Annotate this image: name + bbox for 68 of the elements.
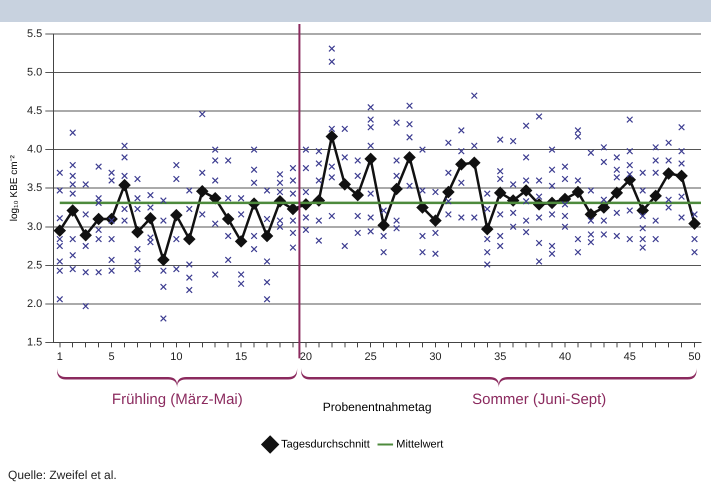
point [118,179,130,191]
point [339,178,351,190]
x-tick-label: 50 [688,351,701,364]
x-tick-label: 5 [108,351,115,364]
x-tick-label: 40 [558,351,572,364]
point [222,213,234,225]
point [636,204,648,216]
y-tick-label: 2.5 [26,259,42,272]
y-tick-label: 4.5 [26,105,42,118]
point [585,208,597,220]
point [184,233,196,245]
point [364,153,376,165]
y-tick-label: 3.5 [26,182,42,194]
point [352,189,364,201]
y-tick-label: 5.5 [26,28,42,40]
x-tick-label: 25 [364,351,377,364]
point [520,184,532,196]
text: Frühling (März-Mai) [110,391,244,408]
point [92,213,104,225]
point [209,192,221,204]
y-axis-title: log₁₀ KBE cm⁻² [8,154,20,222]
x-tick-label: 30 [429,351,442,364]
point [482,223,494,235]
point [572,186,584,198]
x-tick-label: 10 [170,351,182,364]
y-tick-label: 5.0 [26,66,42,79]
point [650,190,662,202]
x-tick-label: 35 [494,351,506,364]
point [404,152,416,164]
point [66,204,78,216]
legend-label: Mittelwert [396,438,444,451]
point [494,187,506,199]
text: Sommer (Juni-Sept) [472,391,606,408]
x-tick-label: 45 [624,351,636,364]
point [416,202,428,214]
x-tick-label: 1 [56,351,63,364]
point [624,174,636,186]
point [676,170,688,182]
point [430,214,442,226]
x-tick-label: 20 [300,351,312,364]
point [158,254,170,266]
point [390,183,402,195]
point [326,130,338,142]
point [456,158,468,170]
point [261,230,273,242]
point [442,186,454,198]
point [235,236,247,248]
point [598,202,610,214]
x-axis-title: Probenentnahmetag [322,400,432,414]
point [611,187,623,199]
point [468,157,480,169]
point [132,226,144,238]
point [170,209,182,221]
point [196,186,208,198]
point [662,168,674,180]
legend-label: Tagesdurchschnitt [281,438,370,451]
x-tick-label: 15 [235,351,248,364]
y-tick-label: 2.0 [26,298,42,310]
y-tick-label: 4.0 [26,144,42,156]
y-tick-label: 1.5 [26,336,42,348]
point [287,203,299,215]
point [54,224,66,236]
point [378,219,390,231]
y-tick-label: 3.0 [26,220,42,233]
source-note: Quelle: Zweifel et al. [8,468,117,482]
point [144,212,156,224]
point [688,218,700,230]
point [80,229,92,241]
